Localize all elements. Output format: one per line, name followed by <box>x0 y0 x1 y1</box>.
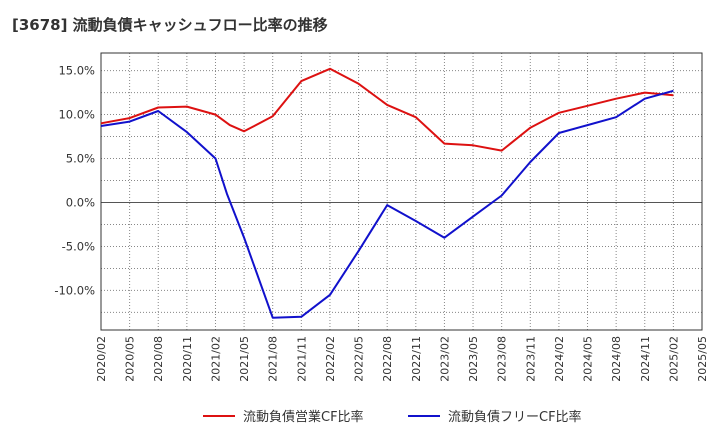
y-tick-label: 15.0% <box>58 64 95 78</box>
x-tick-label: 2021/11 <box>295 336 308 382</box>
y-tick-label: -10.0% <box>54 283 95 297</box>
x-tick-label: 2020/08 <box>152 336 165 382</box>
x-tick-label: 2024/11 <box>639 336 652 382</box>
series-line-2 <box>100 89 674 319</box>
x-tick-label: 2021/08 <box>267 336 280 382</box>
y-tick-label: 5.0% <box>66 152 95 166</box>
y-tick-label: 0.0% <box>66 195 95 209</box>
x-tick-label: 2023/05 <box>467 336 480 382</box>
x-tick-label: 2024/05 <box>582 336 595 382</box>
x-tick-label: 2020/11 <box>181 336 194 382</box>
legend-label: 流動負債フリーCF比率 <box>448 409 582 425</box>
plot-area <box>101 53 702 330</box>
x-tick-label: 2023/02 <box>438 336 451 382</box>
x-tick-label: 2022/11 <box>410 336 423 382</box>
x-tick-label: 2025/05 <box>696 336 709 382</box>
x-tick-label: 2023/11 <box>524 336 537 382</box>
x-tick-label: 2022/02 <box>324 336 337 382</box>
x-tick-label: 2022/05 <box>353 336 366 382</box>
chart-title: [3678] 流動負債キャッシュフロー比率の推移 <box>12 16 328 34</box>
series-line-1 <box>100 67 674 152</box>
plot-frame <box>100 52 703 331</box>
x-tick-label: 2022/08 <box>381 336 394 382</box>
x-tick-label: 2020/02 <box>95 336 108 382</box>
x-tick-label: 2021/05 <box>238 336 251 382</box>
y-tick-label: 10.0% <box>58 108 95 122</box>
legend-label: 流動負債営業CF比率 <box>243 409 364 425</box>
y-tick-label: -5.0% <box>62 239 95 253</box>
x-tick-label: 2024/02 <box>553 336 566 382</box>
x-tick-label: 2025/02 <box>667 336 680 382</box>
x-tick-label: 2023/08 <box>496 336 509 382</box>
x-tick-label: 2021/02 <box>209 336 222 382</box>
x-tick-label: 2024/08 <box>610 336 623 382</box>
x-tick-label: 2020/05 <box>124 336 137 382</box>
